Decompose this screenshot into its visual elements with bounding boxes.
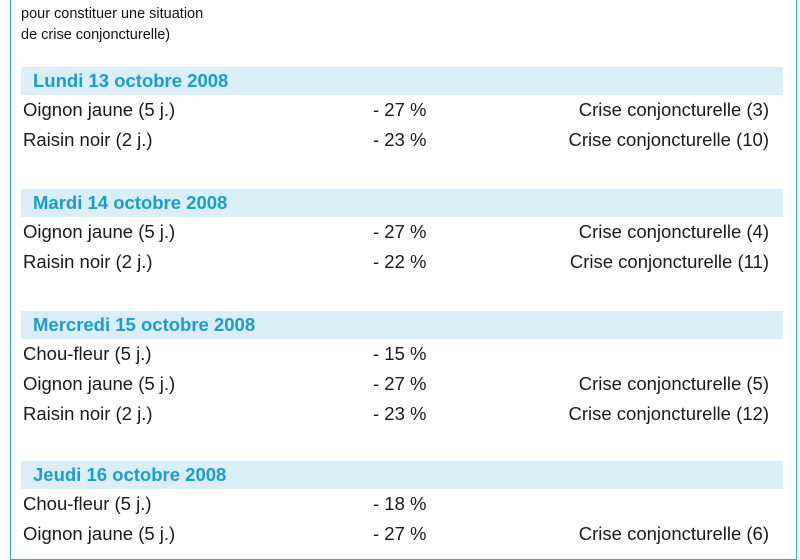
status-cell: Crise conjoncturelle (6) bbox=[578, 523, 769, 544]
product-cell: Oignon jaune (5 j.) bbox=[23, 99, 176, 120]
status-cell: Crise conjoncturelle (11) bbox=[569, 251, 769, 272]
table-row: Chou-fleur (5 j.) - 18 % bbox=[21, 489, 783, 519]
table-row: Oignon jaune (5 j.) - 27 % Crise conjonc… bbox=[21, 369, 783, 399]
variation-cell: - 27 % bbox=[373, 99, 427, 120]
status-cell: Crise conjoncturelle (3) bbox=[578, 99, 769, 120]
day-header: Jeudi 16 octobre 2008 bbox=[21, 461, 783, 489]
product-cell: Chou-fleur (5 j.) bbox=[23, 493, 152, 514]
product-cell: Oignon jaune (5 j.) bbox=[23, 221, 176, 242]
product-cell: Raisin noir (2 j.) bbox=[23, 129, 153, 150]
product-cell: Raisin noir (2 j.) bbox=[23, 251, 153, 272]
day-header: Mercredi 15 octobre 2008 bbox=[21, 311, 783, 339]
table-row: Raisin noir (2 j.) - 23 % Crise conjonct… bbox=[21, 125, 783, 155]
status-cell: Crise conjoncturelle (12) bbox=[568, 403, 769, 424]
day-section-wednesday: Mercredi 15 octobre 2008 Chou-fleur (5 j… bbox=[21, 311, 783, 429]
day-header: Lundi 13 octobre 2008 bbox=[21, 67, 783, 95]
variation-cell: - 23 % bbox=[373, 403, 427, 424]
variation-cell: - 27 % bbox=[373, 221, 427, 242]
intro-text: pour constituer une situation de crise c… bbox=[21, 4, 203, 46]
variation-cell: - 22 % bbox=[373, 251, 427, 272]
status-cell: Crise conjoncturelle (4) bbox=[578, 221, 769, 242]
table-row: Raisin noir (2 j.) - 22 % Crise conjonct… bbox=[21, 247, 783, 277]
day-header: Mardi 14 octobre 2008 bbox=[21, 189, 783, 217]
product-cell: Raisin noir (2 j.) bbox=[23, 403, 153, 424]
day-section-monday: Lundi 13 octobre 2008 Oignon jaune (5 j.… bbox=[21, 67, 783, 155]
table-row: Oignon jaune (5 j.) - 27 % Crise conjonc… bbox=[21, 217, 783, 247]
product-cell: Chou-fleur (5 j.) bbox=[23, 343, 152, 364]
variation-cell: - 23 % bbox=[373, 129, 427, 150]
intro-line-2: de crise conjoncturelle) bbox=[21, 27, 171, 43]
status-cell: Crise conjoncturelle (5) bbox=[578, 373, 769, 394]
table-row: Raisin noir (2 j.) - 23 % Crise conjonct… bbox=[21, 399, 783, 429]
variation-cell: - 27 % bbox=[373, 373, 427, 394]
day-section-tuesday: Mardi 14 octobre 2008 Oignon jaune (5 j.… bbox=[21, 189, 783, 277]
product-cell: Oignon jaune (5 j.) bbox=[23, 373, 176, 394]
product-cell: Oignon jaune (5 j.) bbox=[23, 523, 176, 544]
intro-line-1: pour constituer une situation bbox=[21, 6, 204, 22]
variation-cell: - 15 % bbox=[373, 343, 427, 364]
table-row: Oignon jaune (5 j.) - 27 % Crise conjonc… bbox=[21, 95, 783, 125]
day-section-thursday: Jeudi 16 octobre 2008 Chou-fleur (5 j.) … bbox=[21, 461, 783, 549]
table-row: Chou-fleur (5 j.) - 15 % bbox=[21, 339, 783, 369]
table-row: Oignon jaune (5 j.) - 27 % Crise conjonc… bbox=[21, 519, 783, 549]
variation-cell: - 27 % bbox=[373, 523, 427, 544]
variation-cell: - 18 % bbox=[373, 493, 427, 514]
status-cell: Crise conjoncturelle (10) bbox=[568, 129, 769, 150]
